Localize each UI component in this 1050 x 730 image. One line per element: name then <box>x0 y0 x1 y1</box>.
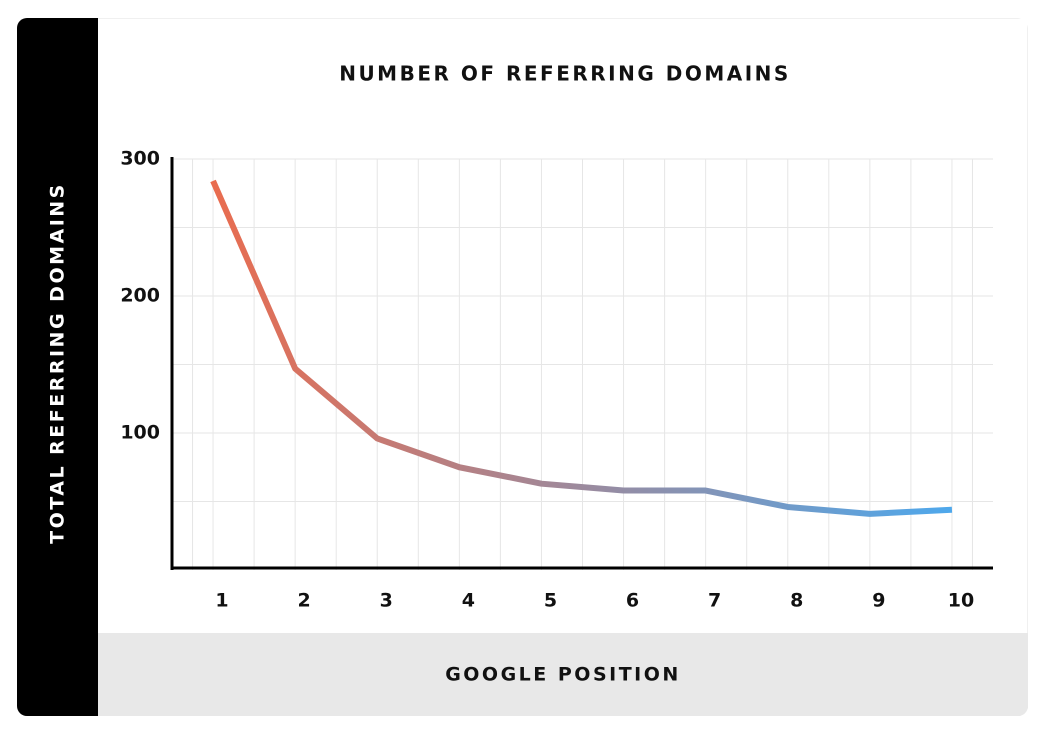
card <box>17 18 1028 716</box>
x-tick-label: 9 <box>872 590 885 612</box>
y-title-band <box>17 18 98 716</box>
grid <box>172 158 993 570</box>
x-title-band <box>98 633 1028 716</box>
x-tick-label: 5 <box>544 590 557 612</box>
y-tick-label: 100 <box>120 422 160 444</box>
x-tick-label: 7 <box>708 590 721 612</box>
x-tick-label: 4 <box>462 590 475 612</box>
x-tick-label: 10 <box>948 590 974 612</box>
x-axis-title: GOOGLE POSITION <box>445 664 681 686</box>
x-tick-label: 6 <box>626 590 639 612</box>
y-axis-title: TOTAL REFERRING DOMAINS <box>47 182 69 544</box>
plot: 100 200 300 1 2 3 4 5 6 7 8 9 10 <box>120 148 993 612</box>
data-line <box>210 179 953 517</box>
y-tick-label: 200 <box>120 285 160 307</box>
x-tick-label: 3 <box>380 590 393 612</box>
x-tick-label: 8 <box>790 590 803 612</box>
x-tick-label: 1 <box>215 590 228 612</box>
chart-title: NUMBER OF REFERRING DOMAINS <box>339 62 791 86</box>
card-bg <box>17 18 1028 716</box>
y-tick-label: 300 <box>120 148 160 170</box>
x-tick-label: 2 <box>298 590 311 612</box>
